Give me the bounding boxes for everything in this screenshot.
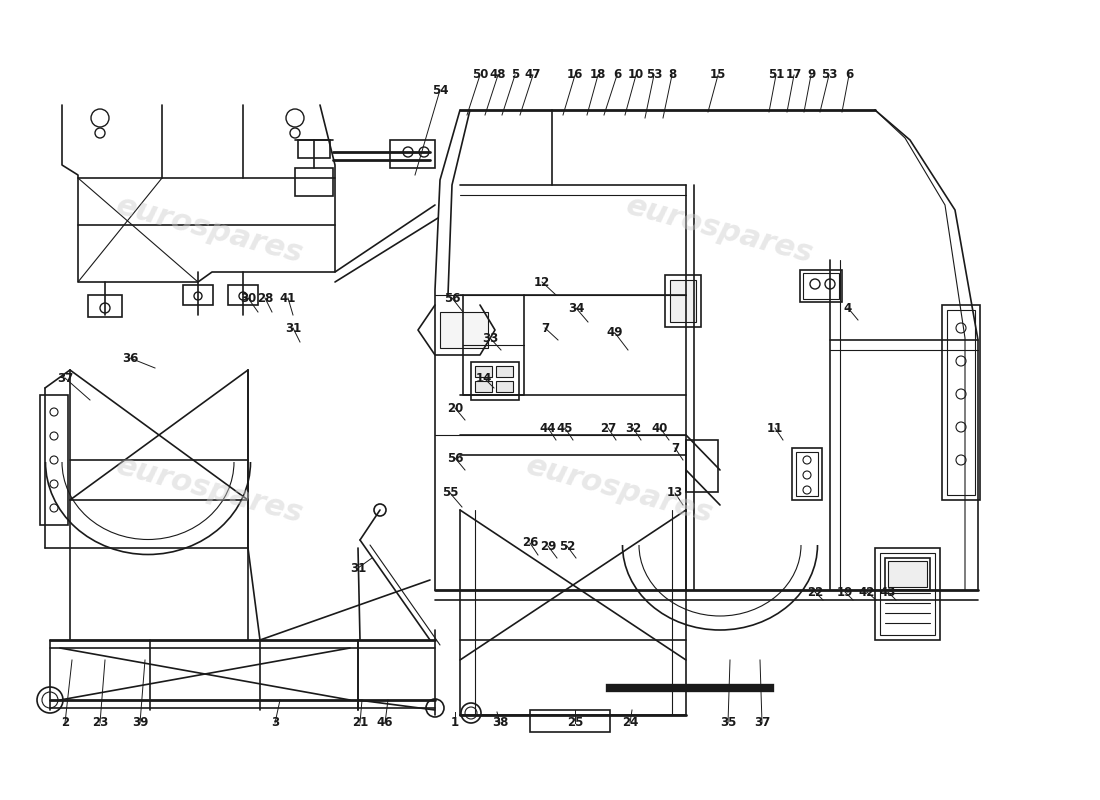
Text: 10: 10 [628, 69, 645, 82]
Text: 56: 56 [443, 291, 460, 305]
Bar [886, 558, 929, 590]
Text: 47: 47 [525, 69, 541, 82]
Text: 30: 30 [240, 291, 256, 305]
Text: 24: 24 [621, 717, 638, 730]
Bar [666, 275, 701, 327]
Text: eurospares: eurospares [113, 191, 307, 269]
Text: 26: 26 [521, 537, 538, 550]
Bar [803, 273, 839, 299]
Text: 41: 41 [279, 291, 296, 305]
Text: eurospares: eurospares [624, 191, 817, 269]
Text: 31: 31 [350, 562, 366, 574]
Text: 13: 13 [667, 486, 683, 499]
Text: 5: 5 [510, 69, 519, 82]
Text: 28: 28 [256, 291, 273, 305]
Text: 1: 1 [451, 717, 459, 730]
Text: 25: 25 [566, 717, 583, 730]
Text: eurospares: eurospares [113, 451, 307, 529]
Text: 23: 23 [92, 717, 108, 730]
Bar [496, 381, 513, 392]
Text: 39: 39 [132, 717, 148, 730]
Text: 16: 16 [566, 69, 583, 82]
Text: 54: 54 [431, 83, 449, 97]
Text: 37: 37 [754, 717, 770, 730]
Bar [88, 295, 122, 317]
Bar [295, 168, 333, 196]
Text: 52: 52 [559, 539, 575, 553]
Text: 55: 55 [442, 486, 459, 499]
Text: 6: 6 [613, 69, 621, 82]
Bar [800, 270, 842, 302]
Text: eurospares: eurospares [524, 451, 717, 529]
Text: 51: 51 [768, 69, 784, 82]
Text: 37: 37 [57, 371, 73, 385]
Bar [670, 280, 696, 322]
Bar [183, 285, 213, 305]
Text: 46: 46 [376, 717, 394, 730]
Bar [530, 710, 610, 732]
Text: 38: 38 [492, 717, 508, 730]
Text: 9: 9 [807, 69, 815, 82]
Bar [496, 366, 513, 377]
Bar [475, 381, 492, 392]
Text: 15: 15 [710, 69, 726, 82]
Text: 50: 50 [472, 69, 488, 82]
Text: 8: 8 [668, 69, 676, 82]
Text: 29: 29 [540, 539, 557, 553]
Text: 56: 56 [447, 451, 463, 465]
Text: 14: 14 [476, 371, 492, 385]
Text: 7: 7 [671, 442, 679, 454]
Text: 36: 36 [122, 351, 139, 365]
Text: 49: 49 [607, 326, 624, 339]
Bar [880, 553, 935, 635]
Text: 11: 11 [767, 422, 783, 434]
Text: 40: 40 [652, 422, 668, 434]
Text: 34: 34 [568, 302, 584, 314]
Bar [390, 140, 435, 168]
Bar [686, 440, 718, 492]
Bar [888, 561, 927, 587]
Text: 6: 6 [845, 69, 854, 82]
Text: 22: 22 [807, 586, 823, 598]
Text: 45: 45 [557, 422, 573, 434]
Text: 21: 21 [352, 717, 368, 730]
Text: 53: 53 [821, 69, 837, 82]
Bar [796, 452, 818, 496]
Text: 2: 2 [60, 717, 69, 730]
Bar [874, 548, 940, 640]
Text: 4: 4 [844, 302, 852, 314]
Text: 12: 12 [534, 275, 550, 289]
Text: 17: 17 [785, 69, 802, 82]
Text: 43: 43 [880, 586, 896, 598]
Text: 27: 27 [600, 422, 616, 434]
Text: 53: 53 [646, 69, 662, 82]
Text: 18: 18 [590, 69, 606, 82]
Text: 35: 35 [719, 717, 736, 730]
Text: 33: 33 [482, 331, 498, 345]
Text: 32: 32 [625, 422, 641, 434]
Bar [228, 285, 258, 305]
Bar [298, 140, 330, 158]
Text: 48: 48 [490, 69, 506, 82]
Text: 20: 20 [447, 402, 463, 414]
Bar [440, 312, 488, 348]
Text: 42: 42 [859, 586, 876, 598]
Bar [40, 395, 68, 525]
Bar [792, 448, 822, 500]
Text: 3: 3 [271, 717, 279, 730]
Text: 31: 31 [285, 322, 301, 334]
Bar [471, 362, 519, 400]
Bar [947, 310, 975, 495]
Text: 44: 44 [540, 422, 557, 434]
Text: 7: 7 [541, 322, 549, 334]
Text: 19: 19 [837, 586, 854, 598]
Bar [475, 366, 492, 377]
Bar [942, 305, 980, 500]
